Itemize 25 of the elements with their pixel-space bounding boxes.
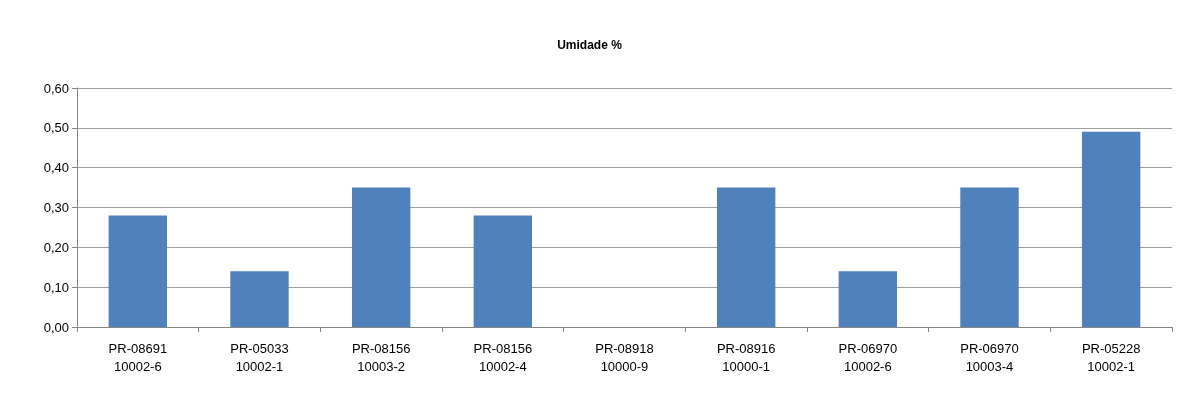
bar [108,215,168,327]
y-tick-label: 0,10 [43,279,69,295]
x-tick-label: PR-08156 10003-2 [351,340,411,374]
y-tick-label: 0,20 [43,239,69,255]
bar [473,215,533,327]
x-tick-label: PR-06970 10002-6 [838,340,898,374]
x-tick-label: PR-05033 10002-1 [230,340,289,374]
y-tick-label: 0,00 [43,319,69,335]
x-tick-label: PR-08156 10002-4 [473,340,533,374]
x-tick-label: PR-08916 10000-1 [716,340,776,374]
x-tick-label: PR-06970 10003-4 [960,340,1019,374]
bar [716,187,776,327]
y-tick-label: 0,50 [43,120,69,136]
bar [960,187,1019,327]
x-tick-label: PR-05228 10002-1 [1081,340,1141,374]
y-tick-label: 0,60 [43,80,69,96]
bar [351,187,411,327]
y-tick-label: 0,40 [43,160,69,176]
y-tick-label: 0,30 [43,200,69,215]
x-tick-label: PR-08918 10000-9 [595,340,654,374]
chart-title: Umidade % [557,38,623,52]
x-tick-label: PR-08691 10002-6 [108,340,168,374]
bar [1081,131,1141,327]
bar [230,271,289,327]
bar [838,271,898,327]
